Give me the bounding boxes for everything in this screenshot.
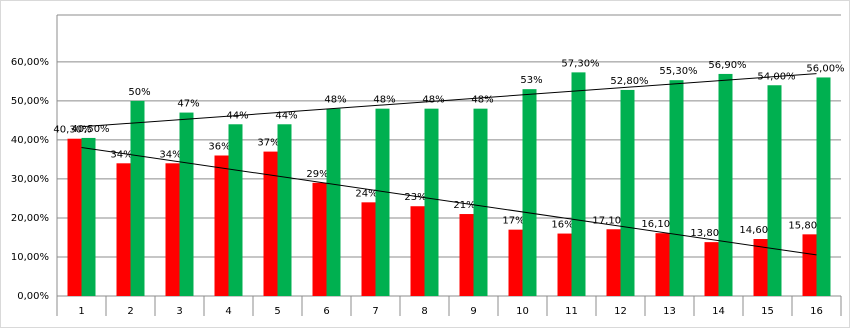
y-tick-label: 40,00%	[11, 135, 49, 146]
data-label: 48%	[373, 95, 395, 106]
data-label: 14,60%	[739, 225, 777, 236]
x-tick-label: 2	[127, 306, 133, 317]
bar	[655, 233, 670, 296]
data-label: 57,30%	[561, 58, 599, 69]
bar	[718, 73, 733, 296]
x-tick-label: 10	[516, 306, 529, 317]
x-tick-label: 15	[761, 306, 774, 317]
bar	[508, 229, 523, 296]
data-label: 29%	[306, 169, 328, 180]
y-tick-label: 30,00%	[11, 174, 49, 185]
bar	[459, 214, 474, 296]
bar	[312, 182, 327, 296]
bar	[228, 124, 243, 297]
data-label: 37%	[257, 138, 279, 149]
x-tick-label: 12	[614, 306, 627, 317]
y-tick-label: 20,00%	[11, 213, 49, 224]
x-tick-label: 7	[372, 306, 378, 317]
bar	[557, 233, 572, 296]
bar	[424, 108, 439, 297]
bar	[116, 163, 131, 296]
data-label: 24%	[355, 188, 377, 199]
data-label: 36%	[208, 142, 230, 153]
bar	[361, 202, 376, 296]
bar	[326, 108, 341, 297]
x-tick-label: 8	[421, 306, 427, 317]
x-tick-label: 9	[470, 306, 476, 317]
data-label: 34%	[110, 149, 132, 160]
data-label: 13,80%	[690, 228, 728, 239]
data-label: 48%	[324, 95, 346, 106]
trend-line	[81, 146, 817, 256]
bar	[214, 155, 229, 296]
data-label: 16%	[551, 220, 573, 231]
data-label: 48%	[471, 95, 493, 106]
data-label: 56,90%	[708, 60, 746, 71]
x-tick-label: 6	[323, 306, 329, 317]
bar	[753, 239, 768, 296]
data-label: 56,00%	[806, 63, 844, 74]
data-label: 40,30%	[53, 125, 91, 136]
y-tick-label: 60,00%	[11, 57, 49, 68]
data-label: 53%	[520, 75, 542, 86]
data-label: 17%	[502, 216, 524, 227]
bar	[263, 151, 278, 296]
data-label: 48%	[422, 95, 444, 106]
data-label: 52,80%	[610, 76, 648, 87]
bar	[522, 89, 537, 297]
x-tick-label: 4	[225, 306, 231, 317]
data-label: 50%	[128, 87, 150, 98]
bar	[67, 138, 82, 296]
bar	[571, 72, 586, 296]
x-tick-label: 13	[663, 306, 676, 317]
bar	[179, 112, 194, 296]
x-tick-label: 3	[176, 306, 182, 317]
bar	[130, 100, 145, 296]
bar	[802, 234, 817, 296]
bar	[620, 89, 635, 296]
data-label: 44%	[275, 110, 297, 121]
data-label: 21%	[453, 200, 475, 211]
data-label: 17,10%	[592, 215, 630, 226]
data-label: 15,80%	[788, 220, 826, 231]
y-tick-label: 0,00%	[17, 291, 49, 302]
bar	[277, 124, 292, 297]
bar	[669, 80, 684, 296]
trend-line	[81, 73, 817, 128]
data-label: 34%	[159, 149, 181, 160]
bar	[606, 229, 621, 296]
data-label: 40,50%	[71, 124, 109, 135]
data-label: 16,10%	[641, 219, 679, 230]
bar	[375, 108, 390, 297]
bar	[410, 206, 425, 296]
bar	[165, 163, 180, 296]
data-label: 23%	[404, 192, 426, 203]
y-tick-label: 10,00%	[11, 252, 49, 263]
y-tick-label: 50,00%	[11, 96, 49, 107]
data-label: 55,30%	[659, 66, 697, 77]
bar	[473, 108, 488, 297]
bar	[81, 137, 96, 296]
x-tick-label: 14	[712, 306, 725, 317]
x-tick-label: 11	[565, 306, 578, 317]
bar	[767, 85, 782, 296]
x-tick-label: 5	[274, 306, 280, 317]
bar	[816, 77, 831, 296]
x-tick-label: 1	[78, 306, 84, 317]
data-label: 47%	[177, 99, 199, 110]
x-tick-label: 16	[810, 306, 823, 317]
bar	[704, 242, 719, 296]
